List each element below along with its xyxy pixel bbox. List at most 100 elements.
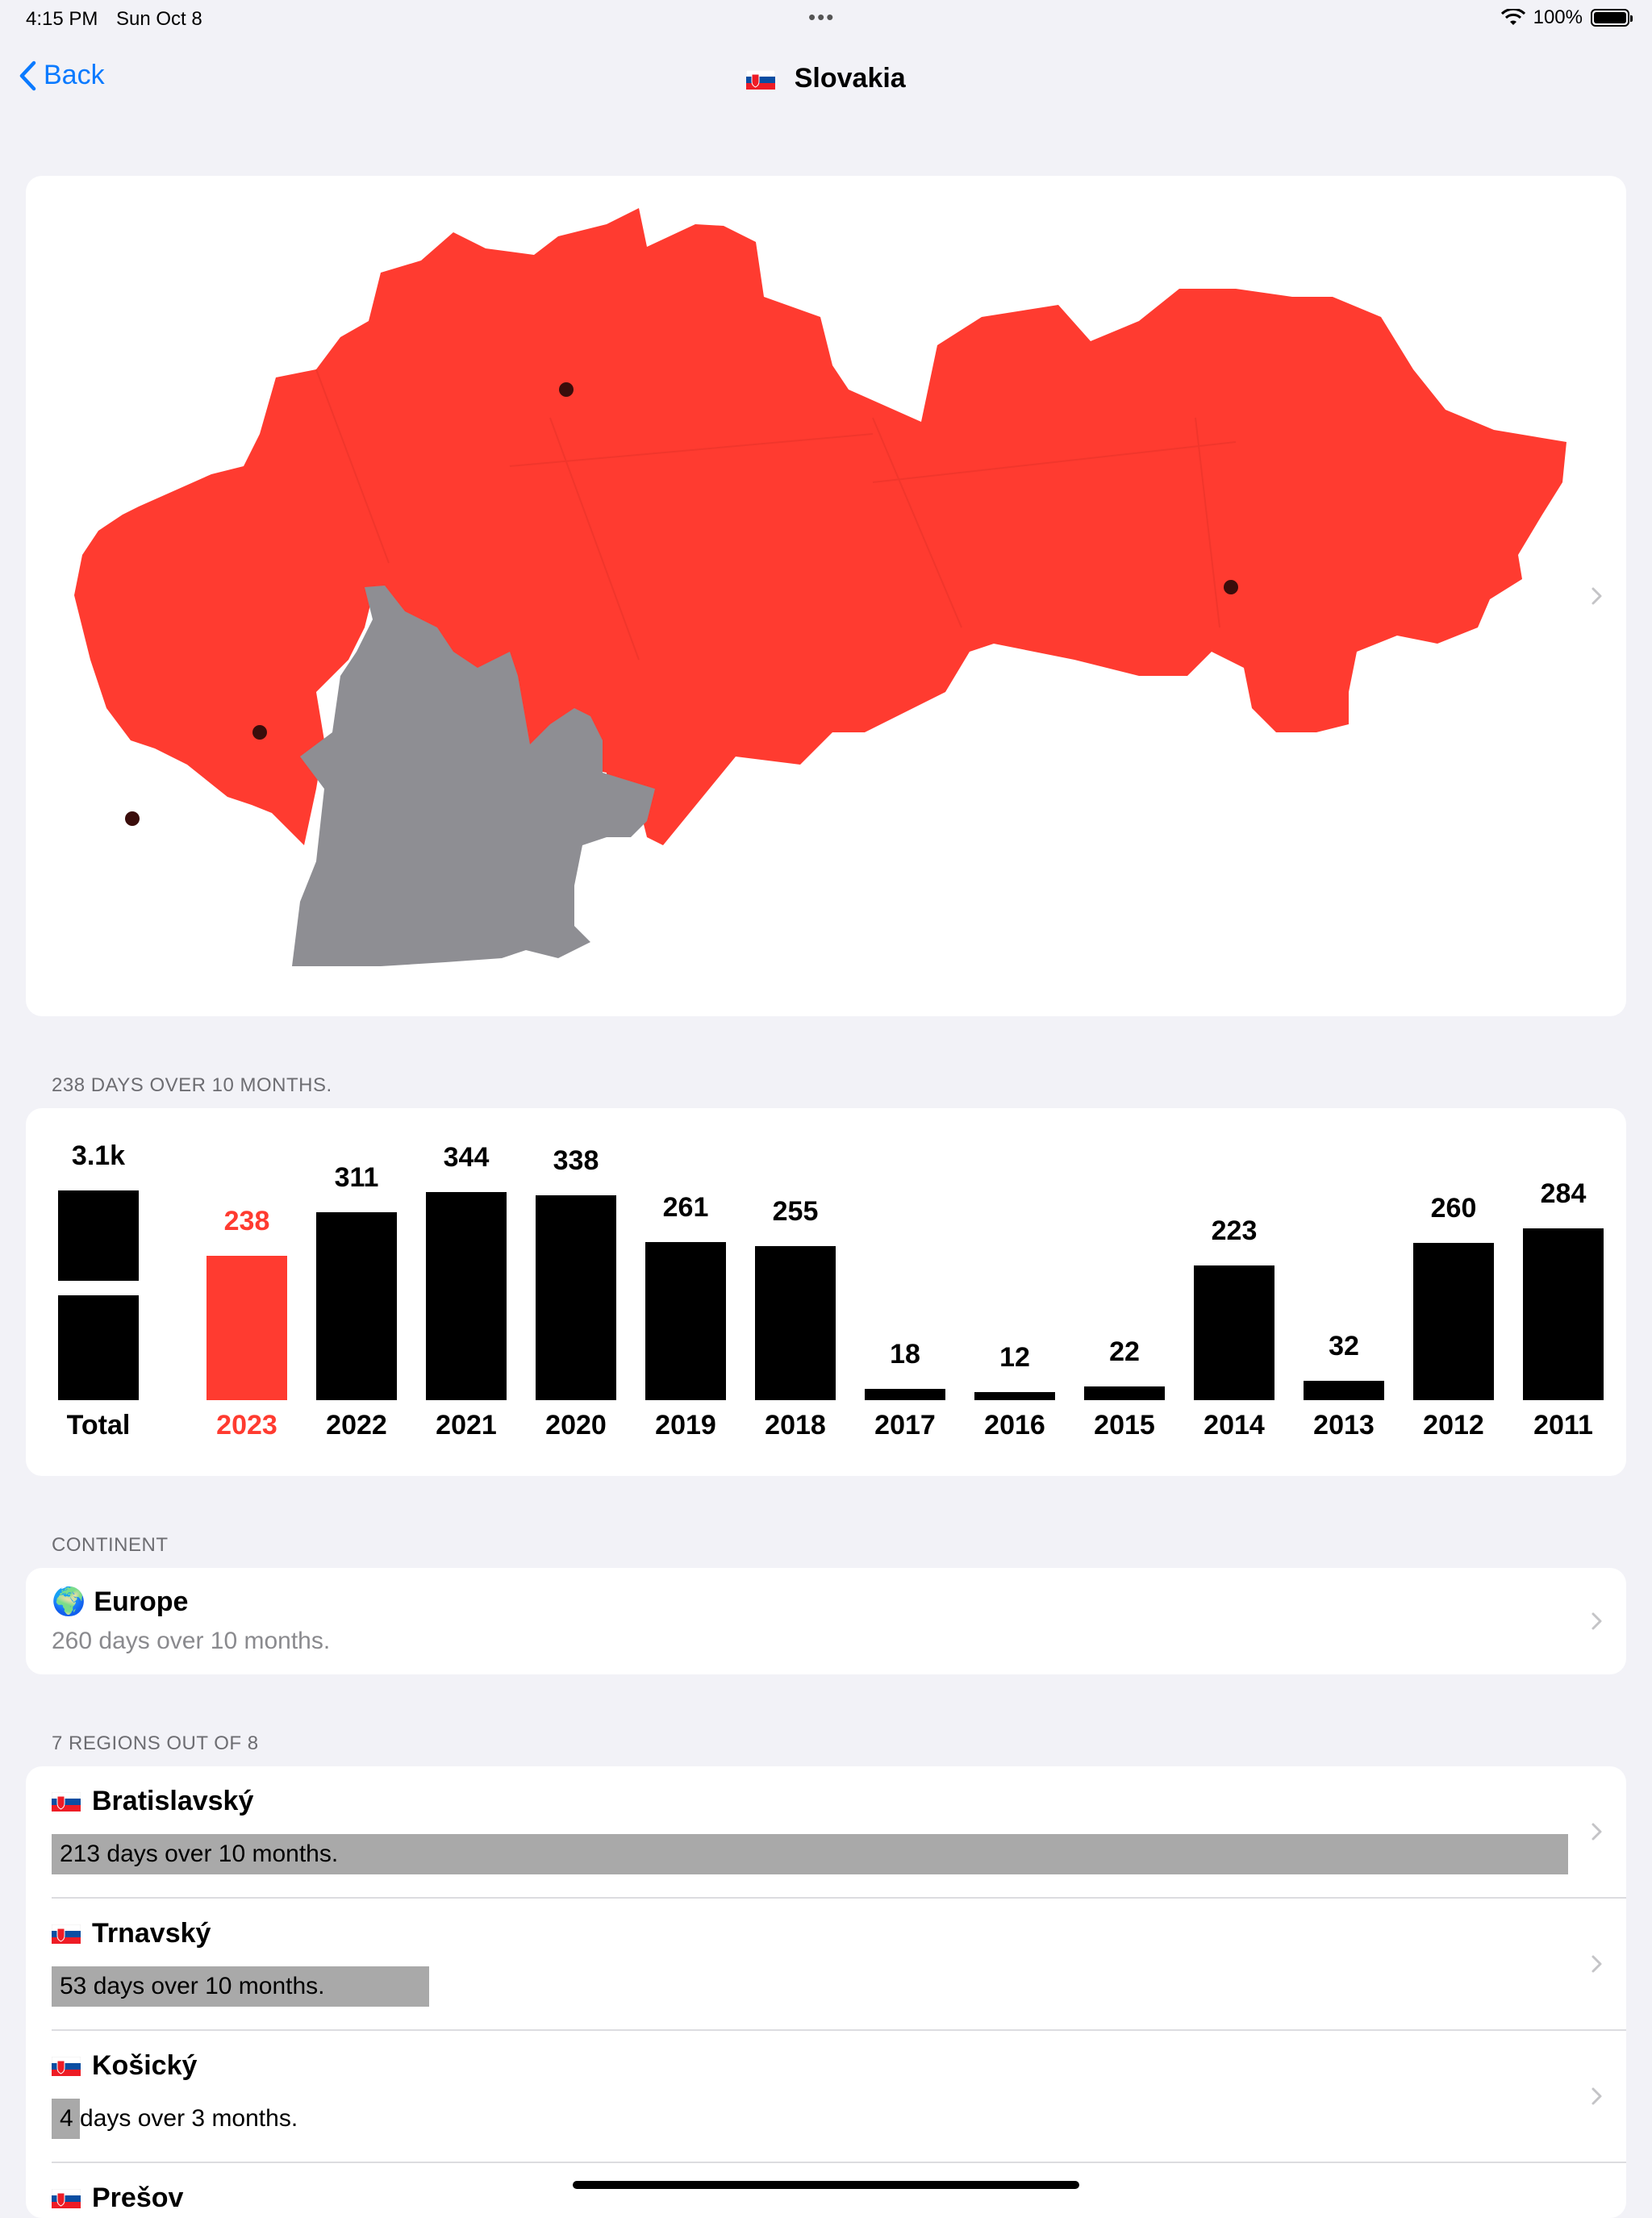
city-dot: [559, 382, 574, 397]
wifi-icon: [1500, 9, 1525, 25]
chevron-left-icon: [19, 60, 36, 90]
regions-list: Bratislavský 213 days over 10 months. Trna…: [26, 1766, 1626, 2218]
city-dot: [1224, 580, 1238, 594]
chart-category-label: 2018: [765, 1410, 826, 1440]
region-name-text: Košický: [92, 2050, 198, 2081]
chart-bar-2017: [865, 1389, 945, 1400]
chart-bar-2020: [536, 1195, 616, 1400]
map-card[interactable]: [26, 176, 1626, 1016]
slovakia-flag-icon: [52, 2188, 81, 2208]
chevron-right-icon[interactable]: [1584, 1609, 1608, 1633]
chart-category-label: 2014: [1204, 1410, 1265, 1440]
chart-bar-2016: [974, 1392, 1055, 1400]
region-name-text: Trnavský: [92, 1918, 211, 1949]
battery-percent: 100%: [1533, 6, 1583, 28]
region-name: Bratislavský: [52, 1786, 253, 1817]
chart-value-label: 32: [1329, 1331, 1359, 1361]
slovakia-map[interactable]: [26, 176, 1626, 1016]
chart-value-label: 22: [1109, 1336, 1140, 1367]
chart-value-label: 3.1k: [71, 1140, 126, 1171]
chart-value-label: 255: [772, 1196, 819, 1227]
year-chart-card: 3.1k Total 238 2023 311 2022 344 2021 338 2020 261…: [26, 1108, 1626, 1476]
chevron-right-icon[interactable]: [1584, 1820, 1608, 1844]
region-name: Trnavský: [52, 1918, 211, 1949]
row-divider: [52, 1897, 1626, 1899]
slovakia-flag-icon: [52, 2056, 81, 2076]
region-days-text: 53 days over 10 months.: [60, 1973, 325, 1999]
continent-name: Europe: [94, 1586, 189, 1617]
status-time: 4:15 PM: [26, 8, 98, 30]
battery-icon: [1591, 9, 1633, 27]
continent-row[interactable]: 🌍 Europe 260 days over 10 months.: [26, 1568, 1626, 1674]
region-progress: 213 days over 10 months.: [52, 1834, 1568, 1874]
chart-category-label: 2019: [655, 1410, 716, 1440]
slovakia-flag-icon: [52, 1791, 81, 1812]
chart-value-label: 311: [334, 1162, 379, 1193]
globe-icon: 🌍: [52, 1586, 86, 1617]
region-row[interactable]: Bratislavský 213 days over 10 months.: [26, 1766, 1626, 1899]
chart-value-label: 12: [999, 1342, 1030, 1373]
map-region-visited: [74, 208, 1566, 845]
slovakia-flag-icon: [746, 70, 776, 90]
chart-bar-2011: [1523, 1228, 1604, 1400]
city-dot: [125, 811, 140, 826]
status-right: 100%: [1500, 6, 1633, 29]
multitasking-dots-icon[interactable]: •••: [808, 5, 836, 29]
region-row[interactable]: Prešov: [26, 2163, 1626, 2218]
continent-subtitle: 260 days over 10 months.: [52, 1628, 331, 1654]
status-date: Sun Oct 8: [116, 8, 202, 30]
chart-category-label: 2017: [874, 1410, 936, 1440]
chart-bar-2022: [316, 1212, 397, 1400]
region-progress-fill: [52, 2099, 80, 2139]
chart-bar-2018: [755, 1246, 836, 1400]
back-button[interactable]: Back: [18, 60, 105, 91]
region-name: Prešov: [52, 2183, 183, 2214]
chart-bar-2015: [1084, 1386, 1165, 1400]
chevron-right-icon[interactable]: [1584, 584, 1608, 608]
chart-value-label: 338: [553, 1145, 599, 1176]
region-progress-fill: [52, 1834, 1568, 1874]
chart-category-label: 2021: [436, 1410, 497, 1440]
chevron-right-icon[interactable]: [1584, 1952, 1608, 1976]
region-name: Košický: [52, 2050, 197, 2082]
chart-bar-total: [58, 1295, 139, 1400]
slovakia-flag-icon: [52, 1924, 81, 1944]
chart-category-label: 2023: [216, 1410, 277, 1440]
chart-category-label: 2022: [326, 1410, 387, 1440]
page-title: Slovakia: [0, 63, 1652, 94]
row-divider: [52, 2029, 1626, 2031]
chevron-right-icon[interactable]: [1584, 2084, 1608, 2108]
chart-category-label: 2015: [1094, 1410, 1155, 1440]
chart-category-label: 2012: [1423, 1410, 1484, 1440]
region-progress: 53 days over 10 months.: [52, 1966, 1568, 2007]
chart-category-label: 2011: [1533, 1410, 1593, 1440]
region-name-text: Prešov: [92, 2183, 184, 2213]
chart-bar-2014: [1194, 1265, 1274, 1400]
map-region-unvisited: [292, 586, 655, 966]
region-days-text: 213 days over 10 months.: [60, 1841, 339, 1867]
city-dot: [252, 725, 267, 740]
regions-header: 7 REGIONS OUT OF 8: [52, 1732, 259, 1754]
chart-category-label: 2013: [1313, 1410, 1375, 1440]
chart-value-label: 344: [443, 1142, 490, 1173]
back-label: Back: [44, 60, 105, 90]
chart-bar-2013: [1304, 1381, 1384, 1400]
chart-header: 238 DAYS OVER 10 MONTHS.: [52, 1074, 332, 1096]
page-title-text: Slovakia: [794, 63, 906, 94]
home-indicator[interactable]: [573, 2181, 1079, 2189]
region-row[interactable]: Trnavský 53 days over 10 months.: [26, 1899, 1626, 2031]
region-row[interactable]: Košický 4 days over 3 months.: [26, 2031, 1626, 2163]
chart-value-label: 238: [223, 1206, 270, 1236]
chart-bar-2021: [426, 1192, 507, 1400]
chart-bar-2023: [206, 1256, 287, 1400]
region-progress: 4 days over 3 months.: [52, 2099, 1568, 2139]
chart-category-label: 2016: [984, 1410, 1045, 1440]
row-divider: [52, 2162, 1626, 2163]
region-days-text: 4 days over 3 months.: [60, 2105, 298, 2132]
region-name-text: Bratislavský: [92, 1786, 254, 1816]
chart-value-label: 223: [1211, 1215, 1258, 1246]
navigation-bar: Back Slovakia: [0, 48, 1652, 113]
chart-bar-total: [58, 1190, 139, 1281]
chart-bar-2019: [645, 1242, 726, 1400]
chart-value-label: 284: [1540, 1178, 1587, 1209]
